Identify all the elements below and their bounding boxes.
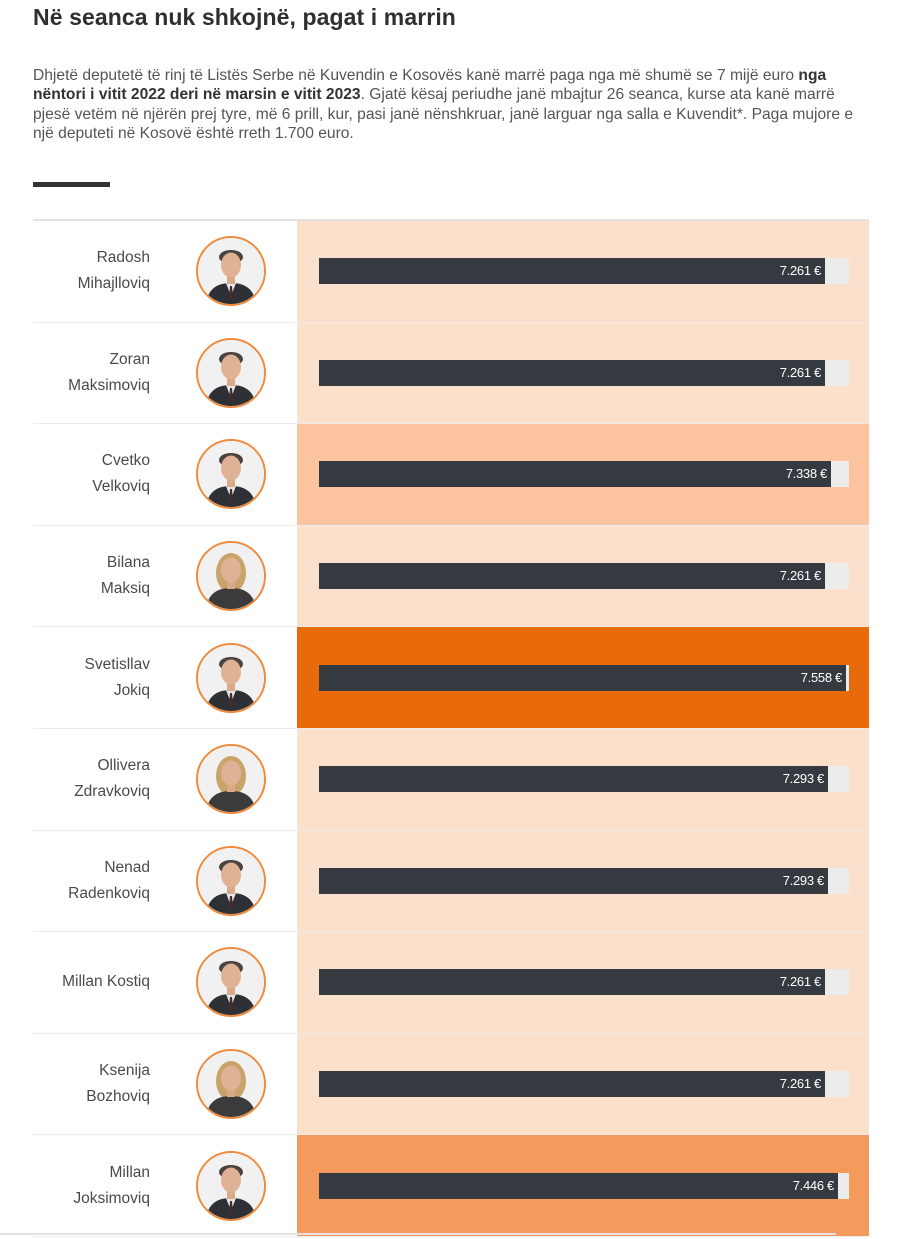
- data-label: 7.293 €: [782, 771, 825, 787]
- male-avatar-icon: [196, 642, 266, 713]
- chart-row: Millan Joksimoviq 7.446 €: [33, 1135, 869, 1237]
- value-band: 7.261 €: [297, 932, 869, 1033]
- data-label: 7.446 €: [792, 1177, 835, 1193]
- value-band: 7.261 €: [297, 221, 869, 322]
- chart-row: Svetisllav Jokiq 7.558 €: [33, 627, 869, 729]
- chart-row: Nenad Radenkoviq 7.293 €: [33, 830, 869, 933]
- tick-label-line: Joksimoviq: [73, 1189, 150, 1207]
- bar-track: 7.261 €: [319, 359, 849, 386]
- female-avatar-icon: [196, 1049, 266, 1120]
- chart-row: Cvetko Velkoviq 7.338 €: [33, 424, 869, 526]
- male-avatar-icon: [196, 236, 266, 307]
- value-band: 7.261 €: [297, 322, 869, 424]
- data-label: 7.261 €: [779, 974, 822, 990]
- tick-label-line: Maksiq: [100, 580, 150, 598]
- tick-label: Bilana Maksiq: [33, 526, 150, 627]
- value-band: 7.293 €: [297, 729, 869, 830]
- chart-row: Millan Kostiq 7.261 €: [33, 932, 869, 1034]
- chart-row: Bilana Maksiq 7.261 €: [33, 525, 869, 628]
- intro-part-1: Dhjetë deputetë të rinj të Listës Serbe …: [33, 66, 799, 84]
- title-divider: [33, 182, 110, 187]
- value-band: 7.558 €: [297, 627, 869, 728]
- tick-label-line: Bozhoviq: [86, 1088, 150, 1106]
- female-avatar-icon: [196, 744, 266, 815]
- data-label: 7.261 €: [779, 263, 822, 279]
- tick-label: Millan Joksimoviq: [33, 1135, 150, 1236]
- tick-label: Ollivera Zdravkoviq: [33, 729, 150, 830]
- value-band: 7.293 €: [297, 830, 869, 932]
- bar-track: 7.293 €: [319, 766, 849, 793]
- tick-label-line: Jokiq: [113, 681, 150, 699]
- bar: 7.261 €: [319, 359, 825, 386]
- tick-label: Ksenija Bozhoviq: [33, 1034, 150, 1135]
- bar: 7.261 €: [319, 258, 825, 285]
- bar-track: 7.261 €: [319, 1071, 849, 1098]
- tick-label-line: Zdravkoviq: [74, 783, 150, 801]
- tick-label-line: Cvetko: [101, 452, 150, 470]
- data-label: 7.261 €: [779, 364, 822, 380]
- male-avatar-icon: [196, 337, 266, 408]
- tick-label-line: Maksimoviq: [68, 376, 150, 394]
- bar-track: 7.446 €: [319, 1172, 849, 1199]
- value-band: 7.261 €: [297, 525, 869, 627]
- bar: 7.293 €: [319, 766, 828, 793]
- female-avatar-icon: [196, 541, 266, 612]
- bar-track: 7.261 €: [319, 258, 849, 285]
- tick-label-line: Mihajlloviq: [77, 275, 150, 293]
- tick-label-line: Millan Kostiq: [62, 973, 150, 991]
- tick-label-line: Nenad: [104, 858, 150, 876]
- bar-track: 7.261 €: [319, 969, 849, 996]
- chart-bottom-border: [0, 1233, 836, 1235]
- intro-bold: nga nëntori i vitit 2022 deri në marsin …: [33, 66, 827, 104]
- chart-row: Radosh Mihajlloviq 7.261 €: [33, 221, 869, 323]
- tick-label: Zoran Maksimoviq: [33, 323, 150, 424]
- tick-label: Cvetko Velkoviq: [33, 424, 150, 525]
- value-band: 7.338 €: [297, 424, 869, 525]
- bar: 7.261 €: [319, 1071, 825, 1098]
- data-label: 7.558 €: [800, 669, 843, 685]
- bar: 7.261 €: [319, 563, 825, 590]
- data-label: 7.293 €: [782, 872, 825, 888]
- bar: 7.293 €: [319, 867, 828, 894]
- tick-label: Svetisllav Jokiq: [33, 627, 150, 728]
- bar-track: 7.558 €: [319, 664, 849, 691]
- data-label: 7.338 €: [785, 466, 828, 482]
- salary-bar-chart: Radosh Mihajlloviq 7.261 € Zoran Maksimoviq 7…: [33, 219, 869, 1238]
- tick-label-line: Millan: [109, 1163, 150, 1181]
- bar: 7.558 €: [319, 664, 846, 691]
- intro-part-2: . Gjatë kësaj periudhe janë mbajtur 26 s…: [33, 86, 854, 143]
- bar-track: 7.261 €: [319, 563, 849, 590]
- bar: 7.261 €: [319, 969, 825, 996]
- male-avatar-icon: [196, 439, 266, 510]
- tick-label-line: Bilana: [106, 554, 150, 572]
- chart-row: Ollivera Zdravkoviq 7.293 €: [33, 729, 869, 831]
- tick-label: Millan Kostiq: [33, 932, 150, 1033]
- value-band: 7.261 €: [297, 1033, 869, 1135]
- bar-track: 7.293 €: [319, 867, 849, 894]
- male-avatar-icon: [196, 1150, 266, 1221]
- intro-text: Dhjetë deputetë të rinj të Listës Serbe …: [33, 66, 869, 144]
- chart-title: Në seanca nuk shkojnë, pagat i marrin: [33, 4, 456, 30]
- chart-row: Ksenija Bozhoviq 7.261 €: [33, 1033, 869, 1136]
- male-avatar-icon: [196, 947, 266, 1018]
- data-label: 7.261 €: [779, 568, 822, 584]
- tick-label: Radosh Mihajlloviq: [33, 221, 150, 322]
- value-band: 7.446 €: [297, 1135, 869, 1236]
- bar-track: 7.338 €: [319, 461, 849, 488]
- tick-label: Nenad Radenkoviq: [33, 831, 150, 932]
- bar: 7.338 €: [319, 461, 831, 488]
- tick-label-line: Ksenija: [99, 1062, 150, 1080]
- bar: 7.446 €: [319, 1172, 838, 1199]
- chart-row: Zoran Maksimoviq 7.261 €: [33, 322, 869, 425]
- data-label: 7.261 €: [779, 1076, 822, 1092]
- tick-label-line: Velkoviq: [92, 478, 150, 496]
- tick-label-line: Zoran: [109, 350, 151, 368]
- tick-label-line: Svetisllav: [84, 655, 150, 673]
- tick-label-line: Radosh: [96, 249, 150, 267]
- tick-label-line: Ollivera: [97, 757, 150, 775]
- male-avatar-icon: [196, 845, 266, 916]
- tick-label-line: Radenkoviq: [68, 884, 150, 902]
